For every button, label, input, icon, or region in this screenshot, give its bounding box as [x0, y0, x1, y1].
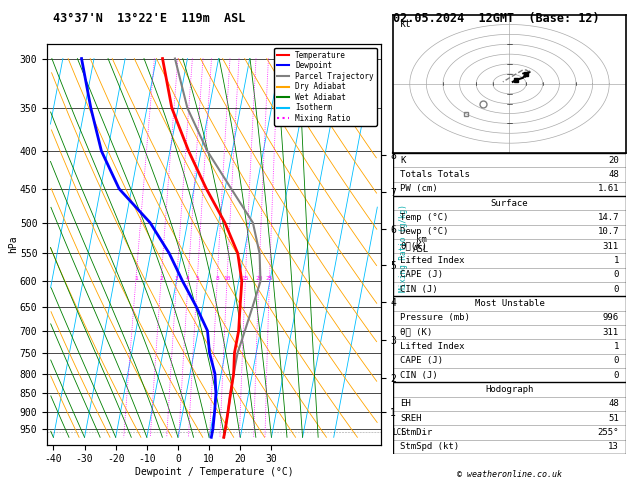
Text: Lifted Index: Lifted Index — [400, 342, 465, 351]
Text: 255°: 255° — [598, 428, 619, 437]
Text: 02.05.2024  12GMT  (Base: 12): 02.05.2024 12GMT (Base: 12) — [393, 12, 599, 25]
Text: Surface: Surface — [491, 199, 528, 208]
Text: 996: 996 — [603, 313, 619, 323]
Text: Dewp (°C): Dewp (°C) — [400, 227, 448, 237]
Text: 48: 48 — [608, 170, 619, 179]
Text: © weatheronline.co.uk: © weatheronline.co.uk — [457, 469, 562, 479]
Text: StmDir: StmDir — [400, 428, 432, 437]
Text: CIN (J): CIN (J) — [400, 371, 438, 380]
Text: 0: 0 — [613, 371, 619, 380]
Text: 1: 1 — [134, 276, 138, 281]
Text: 14.7: 14.7 — [598, 213, 619, 222]
Text: Most Unstable: Most Unstable — [474, 299, 545, 308]
Text: 8: 8 — [215, 276, 219, 281]
Text: 3: 3 — [175, 276, 179, 281]
Text: 25: 25 — [265, 276, 273, 281]
X-axis label: Dewpoint / Temperature (°C): Dewpoint / Temperature (°C) — [135, 467, 293, 477]
Text: EH: EH — [400, 399, 411, 409]
Text: kt: kt — [400, 19, 412, 29]
Text: CAPE (J): CAPE (J) — [400, 270, 443, 279]
Text: CAPE (J): CAPE (J) — [400, 356, 443, 365]
Text: 5: 5 — [195, 276, 199, 281]
Y-axis label: km
ASL: km ASL — [413, 235, 429, 254]
Text: 1: 1 — [613, 342, 619, 351]
Text: Pressure (mb): Pressure (mb) — [400, 313, 470, 323]
Text: CIN (J): CIN (J) — [400, 285, 438, 294]
Text: Temp (°C): Temp (°C) — [400, 213, 448, 222]
Text: 0: 0 — [613, 270, 619, 279]
Text: K: K — [400, 156, 406, 165]
Text: Totals Totals: Totals Totals — [400, 170, 470, 179]
Text: Mixing Ratio (g/kg): Mixing Ratio (g/kg) — [399, 204, 408, 292]
Text: 13: 13 — [608, 442, 619, 451]
Text: 15: 15 — [242, 276, 249, 281]
Text: 10: 10 — [223, 276, 231, 281]
Text: PW (cm): PW (cm) — [400, 184, 438, 193]
Legend: Temperature, Dewpoint, Parcel Trajectory, Dry Adiabat, Wet Adiabat, Isotherm, Mi: Temperature, Dewpoint, Parcel Trajectory… — [274, 48, 377, 126]
Text: 1: 1 — [613, 256, 619, 265]
Text: 1.61: 1.61 — [598, 184, 619, 193]
Text: 10.7: 10.7 — [598, 227, 619, 237]
Y-axis label: hPa: hPa — [8, 235, 18, 253]
Text: 51: 51 — [608, 414, 619, 423]
Text: 311: 311 — [603, 328, 619, 337]
Text: 4: 4 — [186, 276, 190, 281]
Text: 0: 0 — [613, 285, 619, 294]
Text: θᴄ (K): θᴄ (K) — [400, 328, 432, 337]
Text: 0: 0 — [613, 356, 619, 365]
Text: StmSpd (kt): StmSpd (kt) — [400, 442, 459, 451]
Text: 311: 311 — [603, 242, 619, 251]
Text: 43°37'N  13°22'E  119m  ASL: 43°37'N 13°22'E 119m ASL — [53, 12, 246, 25]
Text: LCL: LCL — [392, 428, 406, 437]
Text: Hodograph: Hodograph — [486, 385, 533, 394]
Text: θᴄ(K): θᴄ(K) — [400, 242, 427, 251]
Text: 2: 2 — [159, 276, 163, 281]
Text: 48: 48 — [608, 399, 619, 409]
Text: Lifted Index: Lifted Index — [400, 256, 465, 265]
Text: 20: 20 — [255, 276, 262, 281]
Text: 20: 20 — [608, 156, 619, 165]
Text: SREH: SREH — [400, 414, 421, 423]
